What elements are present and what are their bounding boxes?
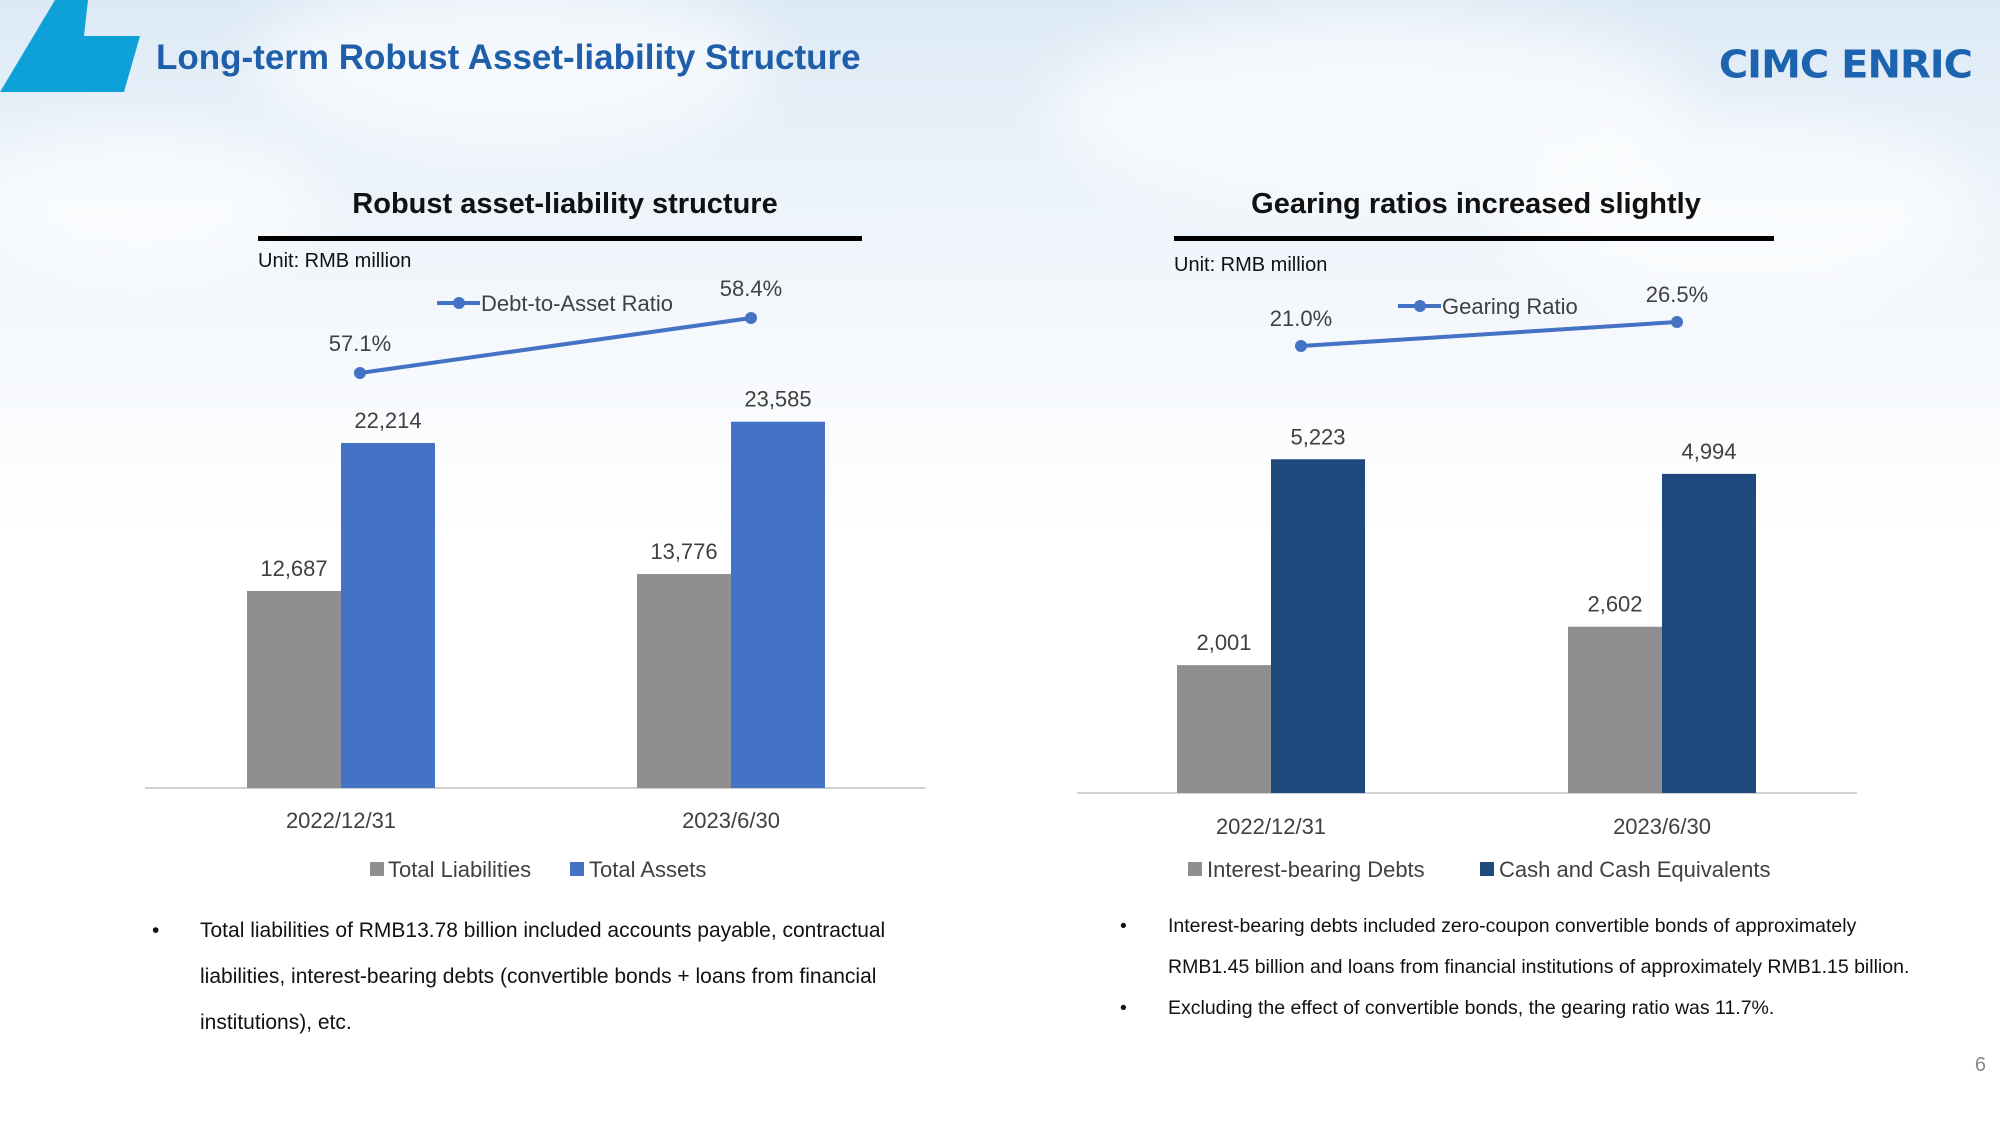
legend-label: Total Liabilities <box>388 857 531 882</box>
left-notes: • Total liabilities of RMB13.78 billion … <box>152 908 892 1046</box>
right-notes: • Interest-bearing debts included zero-c… <box>1120 906 1930 1029</box>
line-series <box>359 316 752 375</box>
legend-line-point <box>1414 300 1426 312</box>
right-chart-heading: Gearing ratios increased slightly <box>1251 188 1701 220</box>
bar-data-label: 5,223 <box>1290 424 1345 449</box>
left-chart-heading: Robust asset-liability structure <box>352 188 778 220</box>
bullet-icon: • <box>1120 997 1127 1019</box>
note-item: • Total liabilities of RMB13.78 billion … <box>152 908 892 1046</box>
slide-header: Long-term Robust Asset-liability Structu… <box>0 0 2000 110</box>
bar <box>731 421 825 788</box>
legend-label: Cash and Cash Equivalents <box>1499 857 1771 882</box>
left-unit-label: Unit: RMB million <box>258 250 412 272</box>
line-data-label: 21.0% <box>1270 306 1332 331</box>
legend-label: Gearing Ratio <box>1442 294 1578 319</box>
right-heading-rule <box>1174 236 1774 241</box>
legend-label: Total Assets <box>589 857 706 882</box>
bar-data-label: 22,214 <box>354 408 421 433</box>
bar-data-label: 13,776 <box>650 539 717 564</box>
line-data-label: 58.4% <box>720 276 782 301</box>
company-logo: CIMC ENRIC <box>1718 43 1973 87</box>
note-item: • Interest-bearing debts included zero-c… <box>1120 906 1930 988</box>
bar <box>1662 473 1756 793</box>
bar <box>1568 626 1662 793</box>
legend-label: Interest-bearing Debts <box>1207 857 1425 882</box>
bullet-icon: • <box>1120 915 1127 937</box>
right-unit-label: Unit: RMB million <box>1174 254 1328 276</box>
legend-swatch <box>570 862 584 876</box>
bar <box>1271 459 1365 793</box>
accent-shape <box>0 0 140 92</box>
bar-data-label: 4,994 <box>1681 439 1736 464</box>
background-cloud <box>0 130 320 280</box>
line-series <box>1300 320 1678 348</box>
line-point <box>745 312 757 324</box>
bar-data-label: 2,001 <box>1196 630 1251 655</box>
legend-swatch <box>370 862 384 876</box>
note-text: Interest-bearing debts included zero-cou… <box>1168 915 1910 978</box>
bar <box>341 443 435 788</box>
left-heading-rule <box>258 236 862 241</box>
background-cloud <box>250 0 770 150</box>
note-text: Excluding the effect of convertible bond… <box>1168 997 1775 1019</box>
category-tick-label: 2022/12/31 <box>1216 814 1326 839</box>
legend-swatch <box>1188 862 1202 876</box>
legend-line-point <box>453 297 465 309</box>
bar-data-label: 23,585 <box>744 387 811 412</box>
line-data-label: 57.1% <box>329 331 391 356</box>
bar-data-label: 2,602 <box>1587 592 1642 617</box>
note-item: • Excluding the effect of convertible bo… <box>1120 988 1930 1029</box>
bar <box>637 574 731 788</box>
bullet-icon: • <box>152 919 160 942</box>
line-point <box>354 367 366 379</box>
line-point <box>1295 340 1307 352</box>
bar <box>247 590 341 788</box>
bar-data-label: 12,687 <box>260 556 327 581</box>
bar <box>1177 665 1271 793</box>
page-title: Long-term Robust Asset-liability Structu… <box>156 38 861 77</box>
note-text: Total liabilities of RMB13.78 billion in… <box>200 919 886 1034</box>
category-tick-label: 2023/6/30 <box>1613 814 1711 839</box>
legend-label: Debt-to-Asset Ratio <box>481 291 673 316</box>
line-point <box>1671 316 1683 328</box>
background-cloud <box>1500 120 1980 300</box>
category-tick-label: 2022/12/31 <box>286 808 396 833</box>
page-number: 6 <box>1974 1054 1986 1076</box>
legend-swatch <box>1480 862 1494 876</box>
category-tick-label: 2023/6/30 <box>682 808 780 833</box>
